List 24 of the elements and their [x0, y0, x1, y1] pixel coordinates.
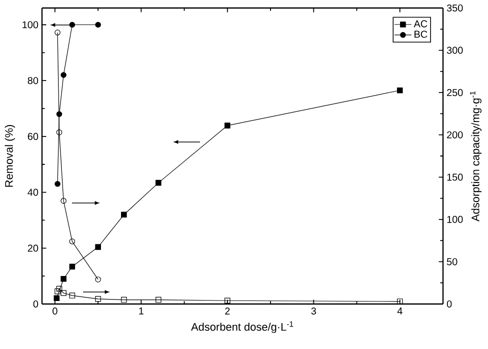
y2-tick-label: 350 [446, 4, 463, 12]
x-tick-label: 4 [397, 308, 402, 314]
x-tick-label: 0 [52, 308, 58, 315]
y-tick-label: 80 [28, 77, 38, 84]
y-tick-label: 20 [28, 244, 38, 252]
y-axis-title: Removal (%) [4, 125, 16, 187]
y2-tick-label: 250 [447, 89, 463, 96]
y2-axis-title: Adsorption capacity/mg·g$^{-1}$ [470, 91, 482, 222]
legend-label: AC [414, 20, 428, 28]
y-tick-label: 0 [33, 300, 38, 308]
y2-tick-label: 100 [447, 216, 463, 223]
y2-tick-label: 0 [446, 300, 452, 308]
y2-tick-label: 50 [446, 258, 458, 266]
y2-tick-label: 300 [446, 46, 463, 54]
legend-label: BC [414, 30, 428, 38]
y2-tick-label: 150 [447, 174, 463, 181]
x-axis-title: Adsorbent dose/g·L$^{-1}$ [191, 321, 294, 333]
y-tick-label: 100 [22, 21, 38, 28]
x-tick-label: 3 [311, 308, 316, 315]
y-tick-label: 60 [28, 132, 38, 140]
x-tick-label: 2 [225, 308, 230, 314]
y2-tick-label: 200 [447, 131, 463, 138]
x-tick-label: 1 [139, 308, 144, 314]
y-tick-label: 40 [28, 188, 38, 196]
